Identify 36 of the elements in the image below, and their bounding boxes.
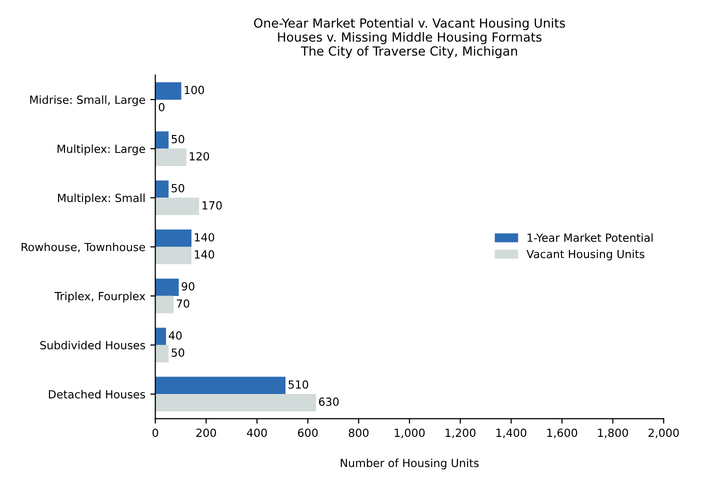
y-tick-label: Multiplex: Large — [58, 144, 146, 156]
data-label: 140 — [194, 250, 214, 259]
x-axis-title: Number of Housing Units — [340, 458, 479, 470]
data-label: 50 — [172, 134, 184, 144]
data-label: 90 — [182, 282, 194, 291]
x-tick-label: 1,000 — [394, 428, 425, 438]
legend-label: 1-Year Market Potential — [528, 233, 653, 242]
chart-title: One-Year Market Potential v. Vacant Housing Units Houses v. Missing Middle Housing Formats The City of Traverse City, Michigan — [254, 18, 566, 58]
y-tick-label: Midrise: Small, Large — [30, 95, 146, 106]
data-label: 70 — [176, 299, 190, 308]
x-tick-label: 600 — [298, 428, 318, 437]
y-tick-label: Multiplex: Small — [58, 194, 145, 204]
data-label: 40 — [168, 331, 182, 340]
x-tick-label: 400 — [246, 428, 267, 437]
data-label: 0 — [158, 102, 164, 112]
x-tick-label: 0 — [152, 428, 158, 437]
x-tick-label: 1,400 — [496, 428, 526, 438]
y-tick-label: Triplex, Fourplex — [54, 292, 146, 302]
x-tick-label: 1,800 — [598, 428, 628, 438]
data-label: 510 — [288, 380, 308, 389]
data-label: 50 — [172, 184, 184, 192]
x-tick-label: 2,000 — [648, 428, 679, 438]
legend-label: Vacant Housing Units — [526, 250, 644, 260]
data-label: 630 — [318, 398, 339, 406]
data-label: 120 — [190, 152, 210, 160]
y-tick-label: Subdivided Houses — [40, 340, 146, 350]
x-tick-label: 800 — [348, 428, 369, 437]
data-label: 170 — [202, 201, 222, 210]
x-tick-label: 1,600 — [547, 428, 578, 438]
x-tick-label: 200 — [196, 428, 216, 437]
y-tick-label: Detached Houses — [48, 390, 146, 398]
data-label: 100 — [184, 86, 204, 94]
data-label: 50 — [172, 348, 184, 357]
x-tick-label: 1,200 — [446, 428, 476, 438]
data-label: 140 — [194, 233, 214, 242]
y-tick-label: Rowhouse, Townhouse — [22, 242, 146, 252]
